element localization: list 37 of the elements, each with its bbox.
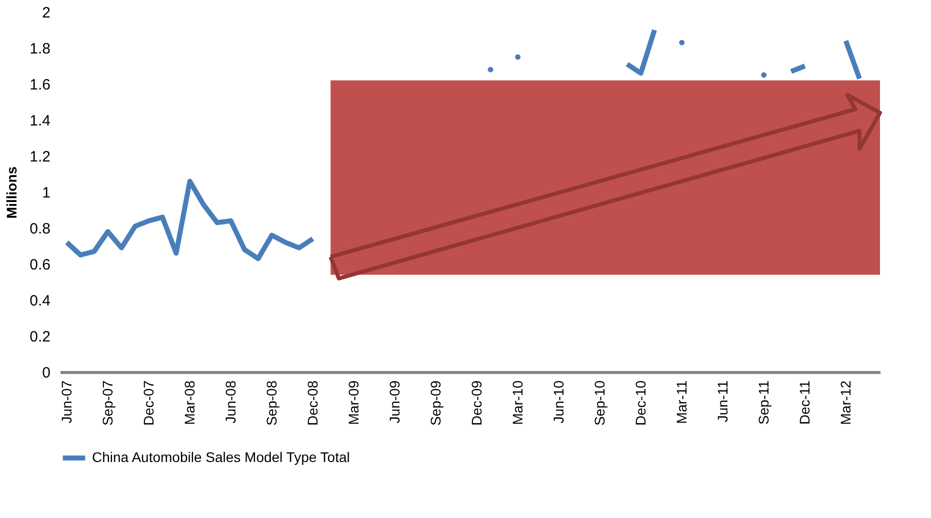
y-tick-label: 0.4 [30, 292, 50, 310]
x-tick-label: Mar-08 [181, 380, 198, 425]
legend-label: China Automobile Sales Model Type Total [92, 449, 350, 465]
y-tick-label: 1.4 [30, 112, 50, 130]
x-tick-label: Mar-10 [509, 380, 526, 425]
x-tick-label: Dec-07 [140, 380, 156, 426]
x-tick-label: Dec-08 [304, 380, 320, 426]
y-tick-label: 0.2 [30, 328, 50, 346]
y-axis-title: Millions [4, 166, 20, 219]
x-tick-label: Mar-11 [673, 380, 690, 424]
y-tick-label: 1.8 [30, 40, 50, 58]
point [679, 40, 685, 46]
x-tick-label: Sep-11 [755, 380, 772, 425]
x-tick-label: Dec-10 [632, 380, 648, 426]
x-tick-label: Jun-09 [386, 380, 402, 424]
y-tick-label: 0 [42, 364, 50, 382]
x-tick-label: Jun-07 [58, 380, 74, 424]
point [515, 54, 521, 60]
point [488, 66, 494, 72]
y-tick-label: 0.6 [30, 256, 50, 274]
x-tick-label: Sep-10 [591, 380, 608, 426]
x-tick-label: Dec-09 [468, 380, 484, 426]
x-tick-label: Dec-11 [796, 380, 812, 425]
y-tick-label: 1 [42, 184, 50, 202]
y-tick-label: 2 [42, 4, 50, 22]
x-tick-label: Mar-09 [345, 380, 362, 425]
y-tick-label: 1.6 [30, 76, 50, 94]
x-tick-label: Jun-11 [714, 380, 730, 422]
point [761, 72, 767, 78]
x-tick-label: Mar-12 [837, 380, 854, 425]
y-tick-label: 0.8 [30, 220, 50, 238]
x-tick-label: Jun-10 [550, 380, 566, 424]
x-tick-label: Sep-08 [263, 380, 280, 426]
x-tick-label: Sep-07 [99, 380, 116, 426]
x-tick-label: Jun-08 [222, 380, 238, 424]
y-tick-label: 1.2 [30, 148, 50, 166]
x-tick-label: Sep-09 [427, 380, 444, 426]
